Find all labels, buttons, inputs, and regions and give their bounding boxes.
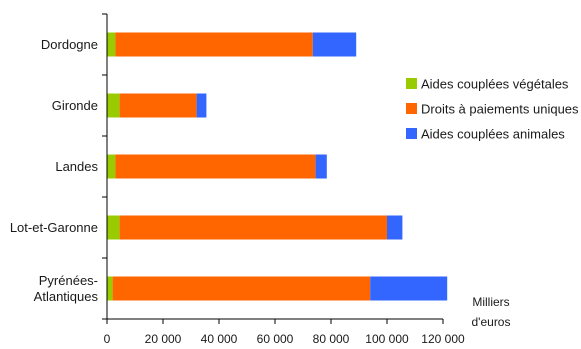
bar-segment-1-3 <box>119 215 387 240</box>
x-tick-label: 40 000 <box>201 332 238 346</box>
bar-segment-0-4 <box>107 276 113 301</box>
bar-segment-0-2 <box>107 154 116 179</box>
bar-segment-0-0 <box>107 32 116 57</box>
bar-segment-1-4 <box>112 276 371 301</box>
x-axis-unit-label: Milliers d'euros <box>472 295 511 329</box>
bar-segment-1-1 <box>119 93 197 118</box>
legend-swatch <box>406 128 417 139</box>
bar-segment-2-2 <box>315 154 327 179</box>
x-tick-label: 120 000 <box>421 332 465 346</box>
bar-segment-2-0 <box>312 32 357 57</box>
bar-segment-2-4 <box>370 276 448 301</box>
category-labels: Dordogne Gironde Landes Lot-et-Garonne Pyrén… <box>10 37 99 304</box>
bar-segment-0-3 <box>107 215 120 240</box>
category-label: Gironde <box>52 98 98 113</box>
category-label: Pyrénées-Atlantiques <box>34 273 99 304</box>
x-tick-label: 80 000 <box>313 332 350 346</box>
bar-segment-0-1 <box>107 93 120 118</box>
legend: Aides couplées végétales Droits à paiemen… <box>406 77 579 142</box>
x-tick-label: 100 000 <box>365 332 409 346</box>
category-label: Landes <box>55 159 98 174</box>
bar-segment-1-0 <box>115 32 313 57</box>
x-tick-labels: 0 20 000 40 000 60 000 80 000 100 000 120 000 <box>104 332 465 346</box>
x-tick-label: 60 000 <box>257 332 294 346</box>
legend-label: Aides couplées animales <box>421 127 565 142</box>
legend-swatch <box>406 78 417 89</box>
bar-segment-2-3 <box>387 215 403 240</box>
legend-label: Aides couplées végétales <box>421 77 569 92</box>
axes-group <box>102 13 444 324</box>
x-tick-label: 20 000 <box>145 332 182 346</box>
legend-label: Droits à paiements uniques <box>421 102 579 117</box>
bar-segment-2-1 <box>196 93 207 118</box>
category-label: Lot-et-Garonne <box>10 220 98 235</box>
x-tick-label: 0 <box>104 332 111 346</box>
category-label: Dordogne <box>41 37 98 52</box>
bars-group <box>107 32 448 301</box>
legend-swatch <box>406 103 417 114</box>
bar-segment-1-2 <box>115 154 316 179</box>
